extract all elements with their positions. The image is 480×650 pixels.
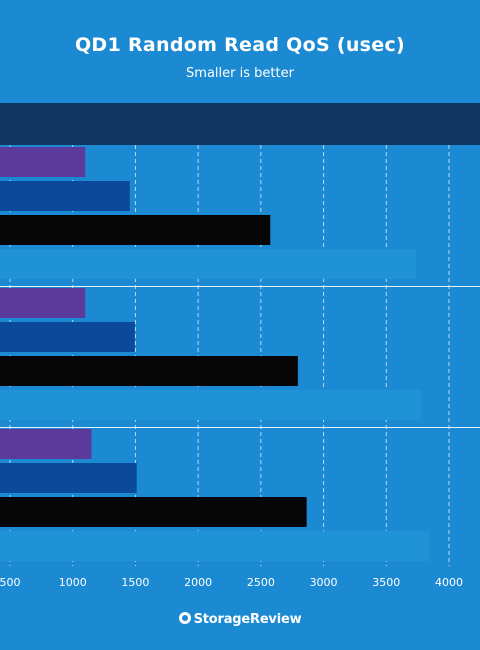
chart-title: QD1 Random Read QoS (usec) [74, 34, 405, 56]
bar-group1-series2 [0, 181, 130, 211]
x-tick-label-1500: 1500 [121, 576, 149, 589]
x-tick-label-3500: 3500 [372, 576, 400, 589]
bar-group3-series4 [0, 531, 429, 561]
x-tick-label-1000: 1000 [59, 576, 87, 589]
x-tick-label-3000: 3000 [310, 576, 338, 589]
chart-subtitle: Smaller is better [186, 66, 294, 81]
storagereview-logo: StorageReview [0, 612, 480, 627]
bar-group1-series1 [0, 147, 86, 177]
bar-group3-series2 [0, 463, 137, 493]
x-tick-label-500: 500 [0, 576, 21, 589]
bar-group3-series1 [0, 429, 92, 459]
x-tick-label-2500: 2500 [247, 576, 275, 589]
bar-group3-series3 [0, 497, 307, 527]
bar-group2-series1 [0, 288, 86, 318]
logo-text: StorageReview [193, 612, 302, 627]
storagereview-logo-icon [178, 612, 191, 624]
bar-plot: 500 1000 1500 2000 2500 3000 3500 4000 [0, 145, 480, 589]
bar-group2-series4 [0, 390, 421, 420]
bar-group2-series2 [0, 322, 135, 352]
bar-group1-series3 [0, 215, 271, 245]
bar-group1-series4 [0, 249, 416, 279]
x-tick-label-4000: 4000 [435, 576, 463, 589]
x-tick-label-2000: 2000 [184, 576, 212, 589]
bar-group2-series3 [0, 356, 298, 386]
legend-band [0, 103, 480, 145]
